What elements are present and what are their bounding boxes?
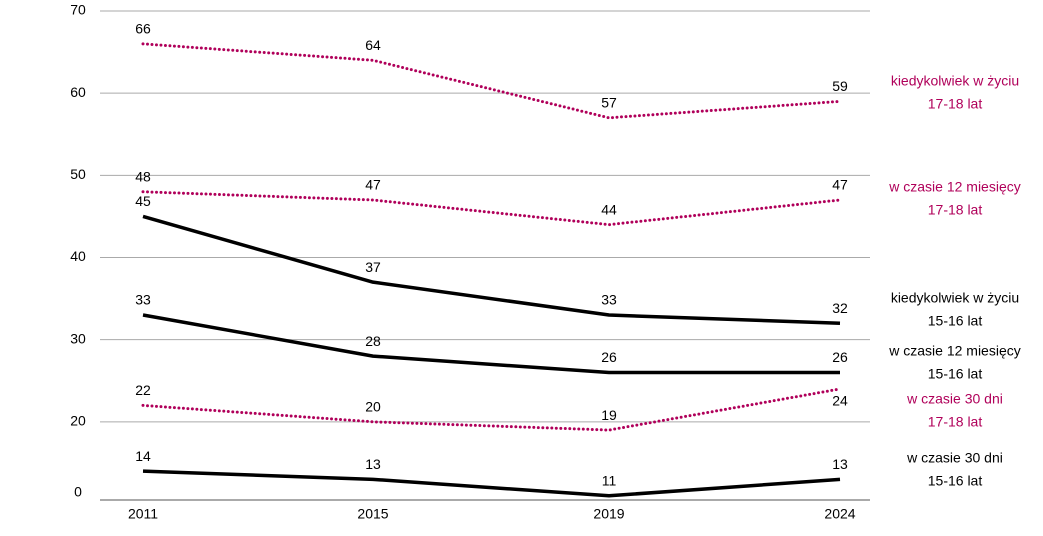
data-label: 57 — [601, 95, 617, 111]
y-tick-label: 20 — [70, 413, 86, 429]
x-tick-label: 2015 — [357, 506, 388, 522]
data-label: 59 — [832, 78, 848, 94]
data-label: 37 — [365, 259, 381, 275]
y-tick-label: 70 — [70, 2, 86, 18]
legend-label: 15-16 lat — [928, 366, 983, 382]
y-tick-label: 50 — [70, 166, 86, 182]
data-label: 45 — [135, 193, 151, 209]
data-label: 32 — [832, 300, 848, 316]
y-tick-label: 0 — [74, 484, 82, 500]
data-label: 20 — [365, 399, 381, 415]
x-tick-label: 2011 — [128, 506, 158, 522]
legend-label: w czasie 12 miesięcy — [888, 179, 1021, 195]
x-tick-label: 2019 — [593, 506, 624, 522]
legend-label: 15-16 lat — [928, 473, 983, 489]
y-tick-label: 30 — [70, 330, 86, 346]
series-line — [142, 313, 840, 375]
legend-label: 17-18 lat — [928, 202, 983, 218]
data-label: 44 — [601, 201, 617, 217]
y-tick-label: 60 — [70, 84, 86, 100]
data-label: 13 — [832, 456, 848, 472]
data-label: 19 — [601, 407, 617, 423]
legend-label: w czasie 12 miesięcy — [888, 343, 1021, 359]
legend-label: w czasie 30 dni — [906, 450, 1003, 466]
y-tick-label: 40 — [70, 248, 86, 264]
data-label: 64 — [365, 37, 381, 53]
data-label: 11 — [602, 472, 617, 488]
data-label: 33 — [601, 292, 617, 308]
series-line — [141, 42, 842, 120]
data-label: 28 — [365, 333, 381, 349]
series-line — [141, 387, 842, 432]
data-label: 48 — [135, 168, 151, 184]
series-line — [141, 190, 842, 227]
data-label: 26 — [832, 349, 848, 365]
data-label: 47 — [365, 177, 381, 193]
legend-label: kiedykolwiek w życiu — [891, 290, 1019, 306]
data-label: 26 — [601, 349, 617, 365]
data-label: 33 — [135, 292, 151, 308]
legend-label: 17-18 lat — [928, 414, 983, 430]
legend-label: 17-18 lat — [928, 96, 983, 112]
data-label: 47 — [832, 177, 848, 193]
legend-label: w czasie 30 dni — [906, 391, 1003, 407]
data-label: 24 — [832, 393, 848, 409]
x-tick-label: 2024 — [824, 506, 855, 522]
data-label: 14 — [135, 448, 151, 464]
series-line — [142, 214, 841, 325]
data-label: 66 — [135, 21, 151, 37]
legend-label: kiedykolwiek w życiu — [891, 73, 1019, 89]
legend-label: 15-16 lat — [928, 313, 983, 329]
data-label: 22 — [135, 382, 151, 398]
data-label: 13 — [365, 456, 381, 472]
series-line — [142, 469, 841, 498]
